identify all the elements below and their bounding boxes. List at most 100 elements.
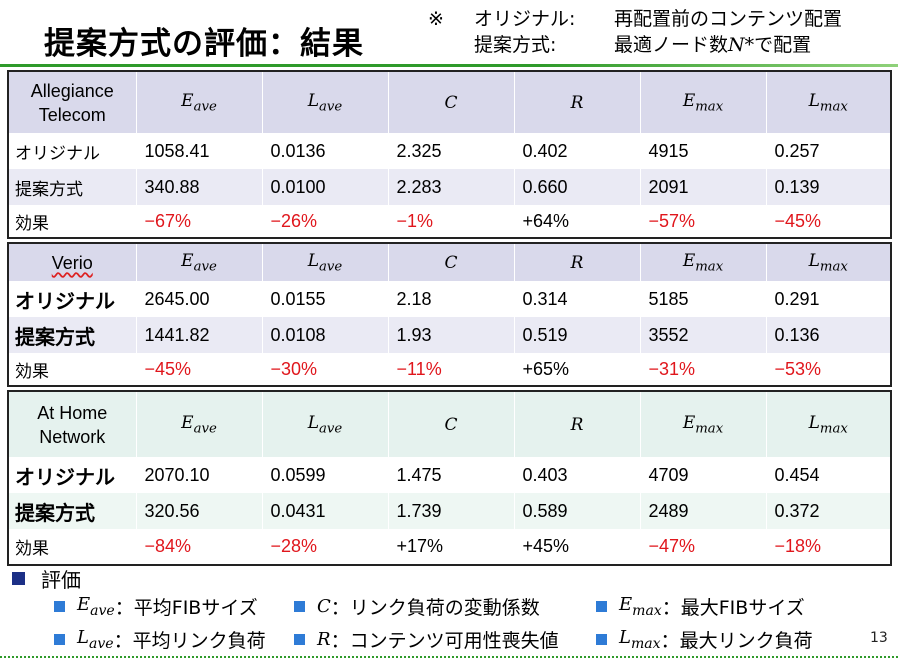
row-label: 提案方式 — [7, 317, 136, 353]
cell: 2091 — [639, 169, 766, 205]
footer-divider — [0, 656, 898, 658]
note-mark: ※ — [428, 8, 444, 30]
table-header-row: Verio Eave Lave C R Emax Lmax — [7, 243, 891, 281]
note-text-proposed: 最適ノード数N*で配置 — [614, 34, 812, 56]
cell: 0.0136 — [261, 133, 388, 169]
page-number: 13 — [870, 630, 888, 646]
legend-item-c: C：リンク負荷の変動係数 — [294, 593, 540, 620]
row-label: 効果 — [7, 353, 136, 386]
cell: 0.454 — [765, 457, 891, 493]
cell: 4915 — [639, 133, 766, 169]
cell: 0.0155 — [261, 281, 388, 317]
col-header-emax: Emax — [639, 391, 766, 457]
table-header-row: At Home Network Eave Lave C R Emax Lmax — [7, 391, 891, 457]
bullet-square-icon — [294, 634, 305, 645]
bullet-square-icon — [12, 572, 25, 585]
col-header-emax: Emax — [639, 243, 766, 281]
effect-cell: −84% — [135, 529, 262, 565]
cell: 340.88 — [135, 169, 262, 205]
row-label: オリジナル — [7, 133, 136, 169]
cell: 2489 — [639, 493, 766, 529]
note: ※ オリジナル: 再配置前のコンテンツ配置 提案方式: 最適ノード数N*で配置 — [428, 6, 842, 58]
table-row-effect: 効果 −67% −26% −1% +64% −57% −45% — [7, 205, 891, 238]
results-table-athome: At Home Network Eave Lave C R Emax Lmax オ… — [7, 390, 892, 566]
cell: 0.372 — [765, 493, 891, 529]
legend-item-eave: Eave：平均FIBサイズ — [54, 593, 258, 620]
legend-item-r: R：コンテンツ可用性喪失値 — [294, 626, 559, 653]
row-label: オリジナル — [7, 457, 136, 493]
col-header-r: R — [513, 243, 640, 281]
table-row-effect: 効果 −84% −28% +17% +45% −47% −18% — [7, 529, 891, 565]
cell: 2645.00 — [135, 281, 262, 317]
bullet-square-icon — [54, 601, 65, 612]
bullet-square-icon — [596, 601, 607, 612]
effect-cell: −45% — [765, 205, 891, 238]
cell: 1058.41 — [135, 133, 262, 169]
network-name: At Home Network — [7, 391, 136, 457]
col-header-lave: Lave — [261, 391, 388, 457]
col-header-c: C — [387, 391, 514, 457]
cell: 1.739 — [387, 493, 514, 529]
legend-item-emax: Emax：最大FIBサイズ — [596, 593, 805, 620]
cell: 0.589 — [513, 493, 640, 529]
col-header-c: C — [387, 243, 514, 281]
effect-cell: −45% — [135, 353, 262, 386]
table-row-proposed: 提案方式 340.88 0.0100 2.283 0.660 2091 0.13… — [7, 169, 891, 205]
effect-cell: −1% — [387, 205, 514, 238]
cell: 2.18 — [387, 281, 514, 317]
results-table-allegiance: Allegiance Telecom Eave Lave C R Emax Lma… — [7, 70, 892, 239]
legend-item-lmax: Lmax：最大リンク負荷 — [596, 626, 813, 653]
note-label-proposed: 提案方式: — [474, 34, 557, 56]
note-label-original: オリジナル: — [474, 8, 576, 30]
cell: 0.314 — [513, 281, 640, 317]
bullet-square-icon — [294, 601, 305, 612]
effect-cell: −30% — [261, 353, 388, 386]
table-row-effect: 効果 −45% −30% −11% +65% −31% −53% — [7, 353, 891, 386]
effect-cell: −67% — [135, 205, 262, 238]
cell: 1.475 — [387, 457, 514, 493]
effect-cell: −31% — [639, 353, 766, 386]
effect-cell: +17% — [387, 529, 514, 565]
cell: 0.136 — [765, 317, 891, 353]
network-name: Allegiance Telecom — [7, 71, 136, 133]
cell: 0.0100 — [261, 169, 388, 205]
col-header-lmax: Lmax — [765, 243, 891, 281]
col-header-lmax: Lmax — [765, 71, 891, 133]
bullet-square-icon — [54, 634, 65, 645]
cell: 0.519 — [513, 317, 640, 353]
cell: 2070.10 — [135, 457, 262, 493]
network-name: Verio — [7, 243, 136, 281]
results-table-verio: Verio Eave Lave C R Emax Lmax オリジナル 2645… — [7, 242, 892, 387]
effect-cell: +65% — [513, 353, 640, 386]
row-label: 効果 — [7, 529, 136, 565]
col-header-eave: Eave — [135, 391, 262, 457]
cell: 0.403 — [513, 457, 640, 493]
table-row-original: オリジナル 2645.00 0.0155 2.18 0.314 5185 0.2… — [7, 281, 891, 317]
effect-cell: −53% — [765, 353, 891, 386]
table-row-proposed: 提案方式 1441.82 0.0108 1.93 0.519 3552 0.13… — [7, 317, 891, 353]
col-header-lave: Lave — [261, 243, 388, 281]
col-header-r: R — [513, 391, 640, 457]
table-header-row: Allegiance Telecom Eave Lave C R Emax Lma… — [7, 71, 891, 133]
cell: 320.56 — [135, 493, 262, 529]
cell: 0.660 — [513, 169, 640, 205]
cell: 0.139 — [765, 169, 891, 205]
legend-item-lave: Lave：平均リンク負荷 — [54, 626, 266, 653]
effect-cell: −26% — [261, 205, 388, 238]
cell: 2.283 — [387, 169, 514, 205]
row-label: 提案方式 — [7, 493, 136, 529]
effect-cell: −57% — [639, 205, 766, 238]
cell: 4709 — [639, 457, 766, 493]
row-label: 提案方式 — [7, 169, 136, 205]
row-label: オリジナル — [7, 281, 136, 317]
effect-cell: −47% — [639, 529, 766, 565]
col-header-lmax: Lmax — [765, 391, 891, 457]
cell: 0.257 — [765, 133, 891, 169]
col-header-emax: Emax — [639, 71, 766, 133]
col-header-eave: Eave — [135, 243, 262, 281]
slide-title: 提案方式の評価：結果 — [44, 26, 364, 62]
cell: 0.291 — [765, 281, 891, 317]
table-row-original: オリジナル 2070.10 0.0599 1.475 0.403 4709 0.… — [7, 457, 891, 493]
effect-cell: −28% — [261, 529, 388, 565]
effect-cell: −18% — [765, 529, 891, 565]
